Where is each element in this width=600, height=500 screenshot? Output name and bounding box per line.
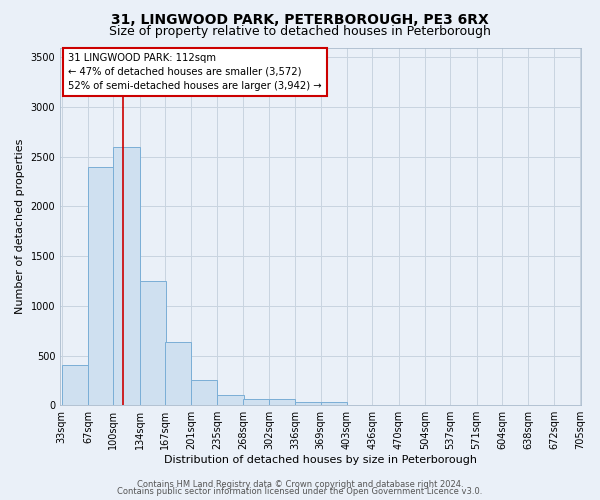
X-axis label: Distribution of detached houses by size in Peterborough: Distribution of detached houses by size … bbox=[164, 455, 477, 465]
Bar bbox=[243, 399, 269, 405]
Bar bbox=[295, 402, 322, 405]
Text: Size of property relative to detached houses in Peterborough: Size of property relative to detached ho… bbox=[109, 25, 491, 38]
Bar bbox=[62, 366, 88, 405]
Bar bbox=[140, 281, 166, 405]
Bar bbox=[191, 380, 217, 405]
Y-axis label: Number of detached properties: Number of detached properties bbox=[15, 138, 25, 314]
Bar bbox=[217, 396, 244, 405]
Text: Contains HM Land Registry data © Crown copyright and database right 2024.: Contains HM Land Registry data © Crown c… bbox=[137, 480, 463, 489]
Bar bbox=[321, 402, 347, 405]
Bar bbox=[269, 399, 295, 405]
Text: 31 LINGWOOD PARK: 112sqm
← 47% of detached houses are smaller (3,572)
52% of sem: 31 LINGWOOD PARK: 112sqm ← 47% of detach… bbox=[68, 53, 322, 91]
Text: Contains public sector information licensed under the Open Government Licence v3: Contains public sector information licen… bbox=[118, 487, 482, 496]
Bar bbox=[88, 166, 114, 405]
Bar bbox=[113, 147, 140, 405]
Bar bbox=[165, 342, 191, 405]
Text: 31, LINGWOOD PARK, PETERBOROUGH, PE3 6RX: 31, LINGWOOD PARK, PETERBOROUGH, PE3 6RX bbox=[111, 12, 489, 26]
